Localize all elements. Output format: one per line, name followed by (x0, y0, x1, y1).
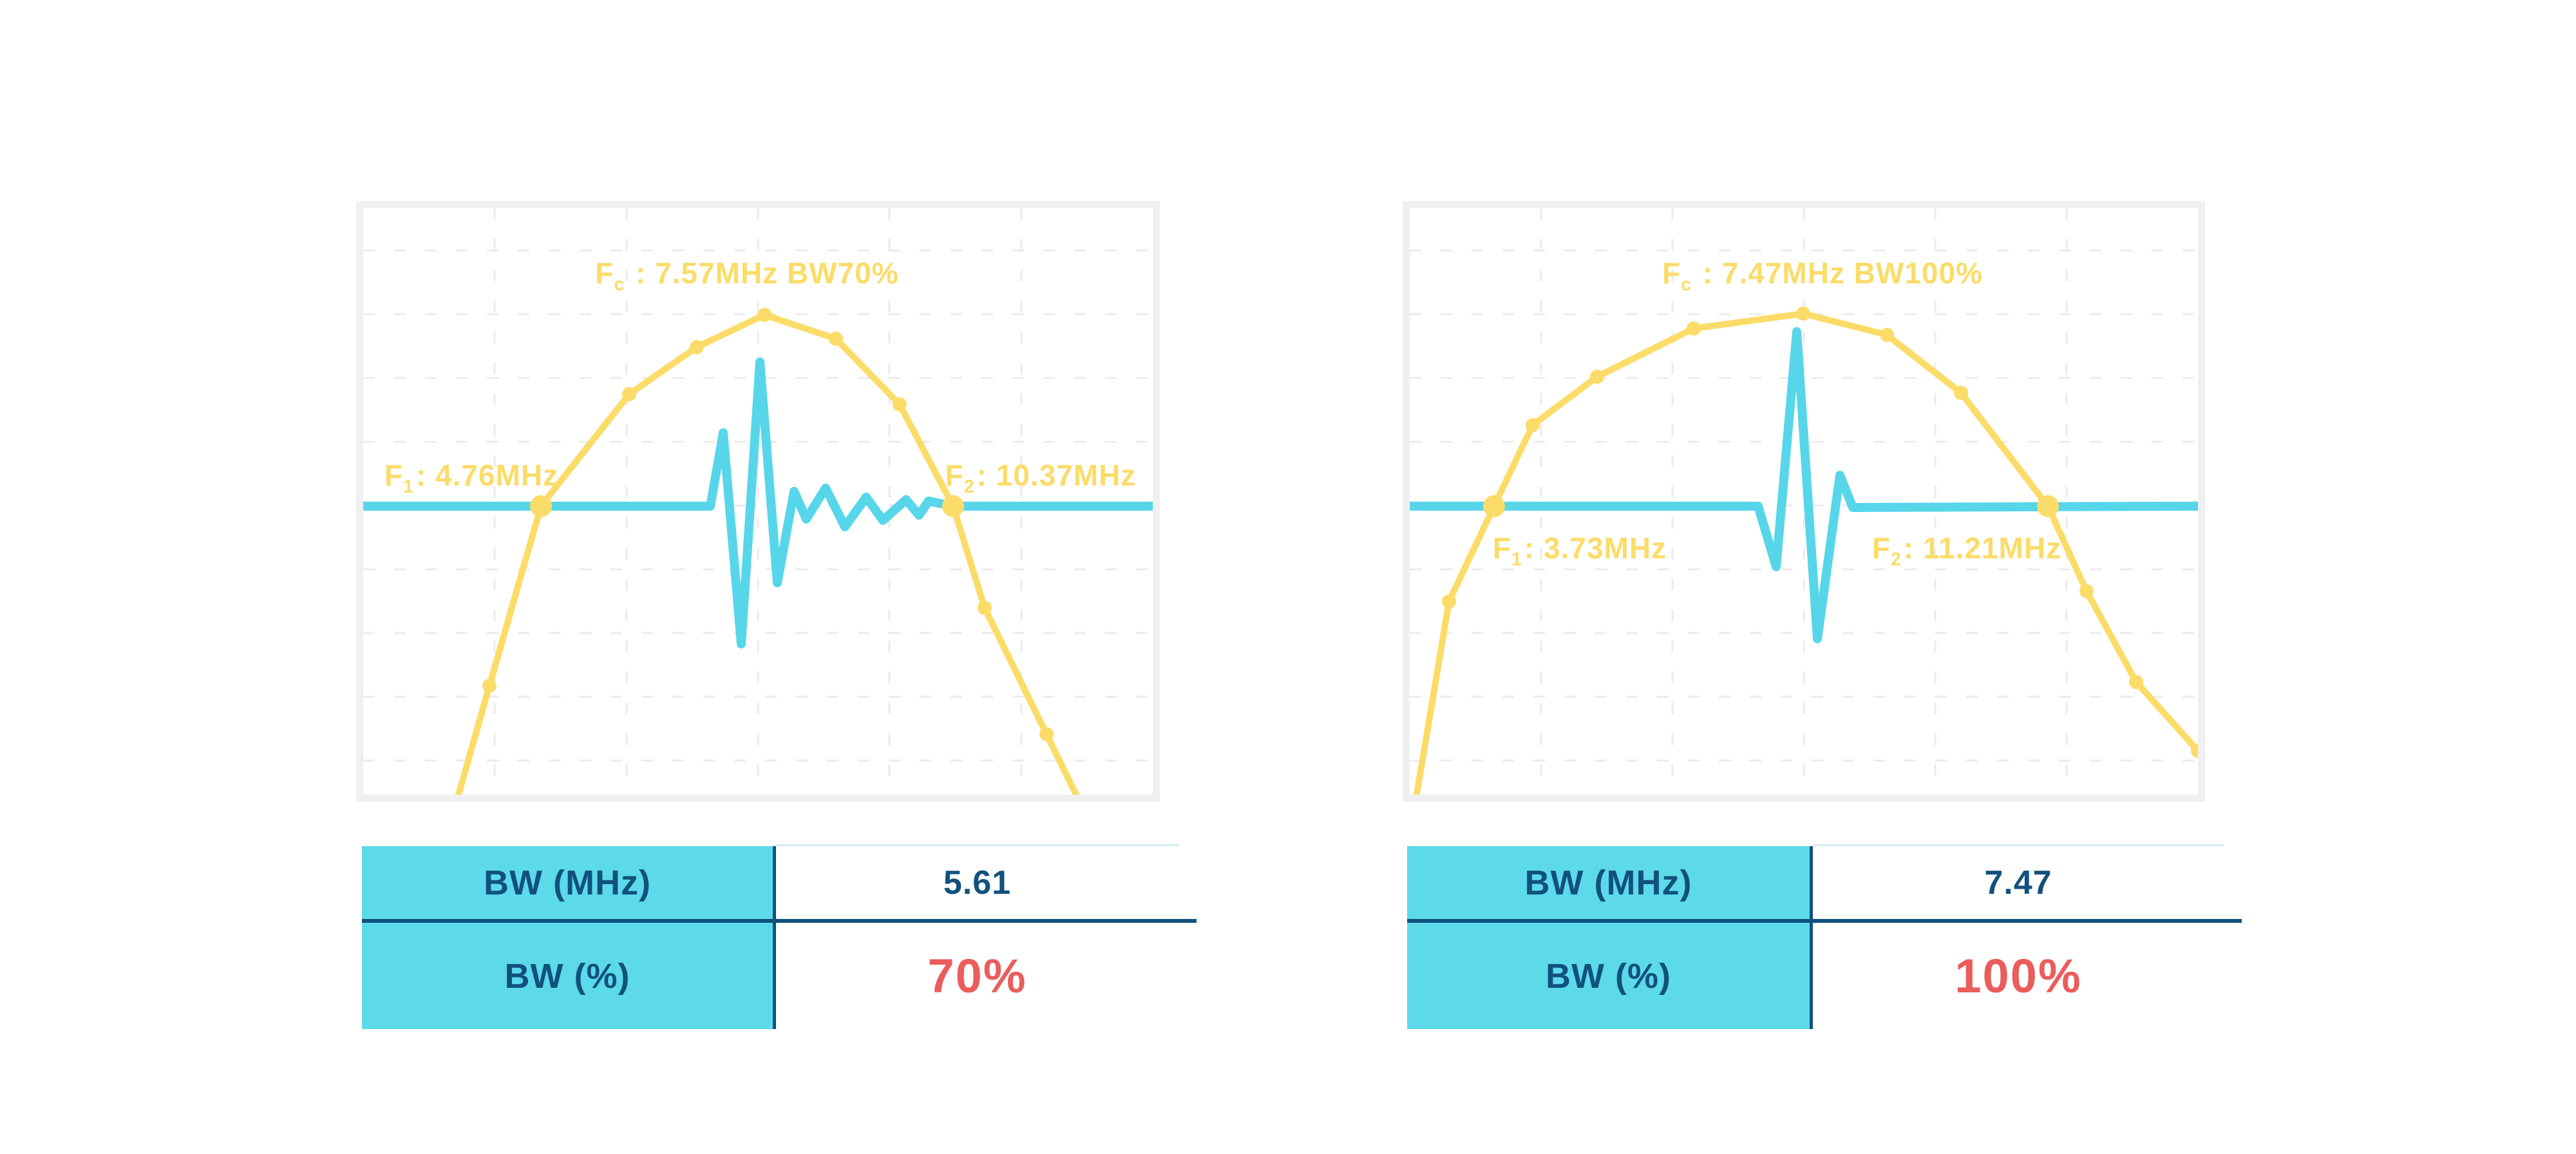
data-point-marker (690, 340, 704, 354)
bandwidth-edge-marker (942, 495, 964, 517)
data-point-marker (1526, 418, 1540, 432)
bw-mhz-header-cell: BW (MHz) (362, 846, 773, 920)
bandwidth-table-right: BW (MHz) 7.47 BW (%) 100% (1407, 844, 2242, 1029)
fc-value-text: : 7.47MHz BW100% (1693, 256, 1983, 290)
f1-value-text: : 4.76MHz (415, 459, 559, 492)
pulse-waveform (1410, 327, 2198, 643)
f2-value-text: : 11.21MHz (1903, 531, 2062, 565)
f2-symbol: F (1871, 531, 1891, 565)
f1-frequency-label: F1: 4.76MHz (384, 459, 559, 496)
bw-mhz-header-text: BW (MHz) (484, 864, 651, 902)
bw-pct-value-text: 100% (1955, 949, 2082, 1003)
bw-pct-header-cell: BW (%) (1407, 923, 1810, 1029)
bw-mhz-value-text: 7.47 (1984, 864, 2052, 902)
table-row-divider (362, 919, 1197, 923)
data-point-marker (893, 397, 907, 411)
f1-symbol: F (384, 459, 404, 492)
spectrum-curve (455, 312, 1079, 795)
f2-subscript: 2 (1891, 549, 1902, 570)
bw-mhz-header-text: BW (MHz) (1524, 864, 1692, 902)
bw-pct-value-text: 70% (927, 949, 1027, 1003)
table-column-divider (1810, 846, 1813, 1029)
bw-pct-value-cell: 70% (776, 923, 1179, 1029)
bw-pct-header-cell: BW (%) (362, 923, 773, 1029)
f2-frequency-label: F2: 10.37MHz (945, 459, 1137, 496)
f2-value-text: : 10.37MHz (976, 459, 1137, 492)
f2-symbol: F (945, 459, 964, 492)
fc-symbol: F (1662, 256, 1681, 290)
table-header-column-fill (362, 846, 773, 1029)
data-point-marker (829, 332, 843, 346)
data-point-marker (757, 308, 772, 322)
center-frequency-label: Fc : 7.47MHz BW100% (1662, 256, 1983, 294)
data-point-marker (1880, 328, 1894, 342)
f1-subscript: 1 (1511, 549, 1522, 570)
f1-symbol: F (1492, 531, 1512, 565)
bw-pct-header-text: BW (%) (504, 956, 630, 996)
spectrum-chart-right: Fc : 7.47MHz BW100% F1: 3.73MHz F2: 11.2… (1403, 201, 2205, 802)
f1-frequency-label: F1: 3.73MHz (1492, 531, 1667, 569)
data-point-marker (2191, 744, 2198, 758)
data-point-marker (1796, 307, 1810, 321)
table-top-rule (1813, 844, 2224, 846)
f2-frequency-label: F2: 11.21MHz (1871, 531, 2062, 569)
data-point-marker (482, 679, 497, 693)
pulse-waveform (363, 357, 1153, 648)
f2-subscript: 2 (963, 476, 975, 497)
data-point-marker (1687, 321, 1701, 336)
bandwidth-table-left: BW (MHz) 5.61 BW (%) 70% (362, 844, 1197, 1029)
bandwidth-edge-marker (2037, 495, 2059, 517)
spectrum-plot-left (363, 208, 1153, 795)
data-point-marker (2129, 675, 2143, 689)
f1-subscript: 1 (403, 476, 414, 497)
spectrum-plot-right (1410, 208, 2198, 795)
fc-subscript: c (1681, 274, 1692, 295)
table-column-divider (773, 846, 776, 1029)
table-header-column-fill (1407, 846, 1810, 1029)
bw-mhz-value-cell: 7.47 (1813, 846, 2224, 920)
table-row-divider (1407, 919, 2242, 923)
data-point-marker (1590, 370, 1604, 384)
data-point-marker (1954, 386, 1968, 400)
bw-pct-value-cell: 100% (1813, 923, 2224, 1029)
fc-symbol: F (595, 256, 614, 290)
fc-value-text: : 7.57MHz BW70% (627, 256, 899, 290)
data-point-marker (2079, 584, 2094, 598)
bw-mhz-value-text: 5.61 (943, 864, 1012, 902)
f1-value-text: : 3.73MHz (1524, 531, 1667, 565)
bandwidth-edge-marker (530, 495, 552, 517)
data-point-marker (1039, 727, 1054, 741)
data-point-marker (622, 387, 636, 401)
fc-subscript: c (614, 274, 625, 295)
bw-pct-header-text: BW (%) (1546, 956, 1671, 996)
data-point-marker (1442, 594, 1456, 609)
bw-mhz-value-cell: 5.61 (776, 846, 1179, 920)
table-top-rule (776, 844, 1179, 846)
bandwidth-edge-marker (1483, 495, 1505, 517)
data-point-marker (978, 601, 992, 615)
spectrum-chart-left: Fc : 7.57MHz BW70% F1: 4.76MHz F2: 10.37… (356, 201, 1160, 802)
center-frequency-label: Fc : 7.57MHz BW70% (595, 256, 899, 294)
bw-mhz-header-cell: BW (MHz) (1407, 846, 1810, 920)
